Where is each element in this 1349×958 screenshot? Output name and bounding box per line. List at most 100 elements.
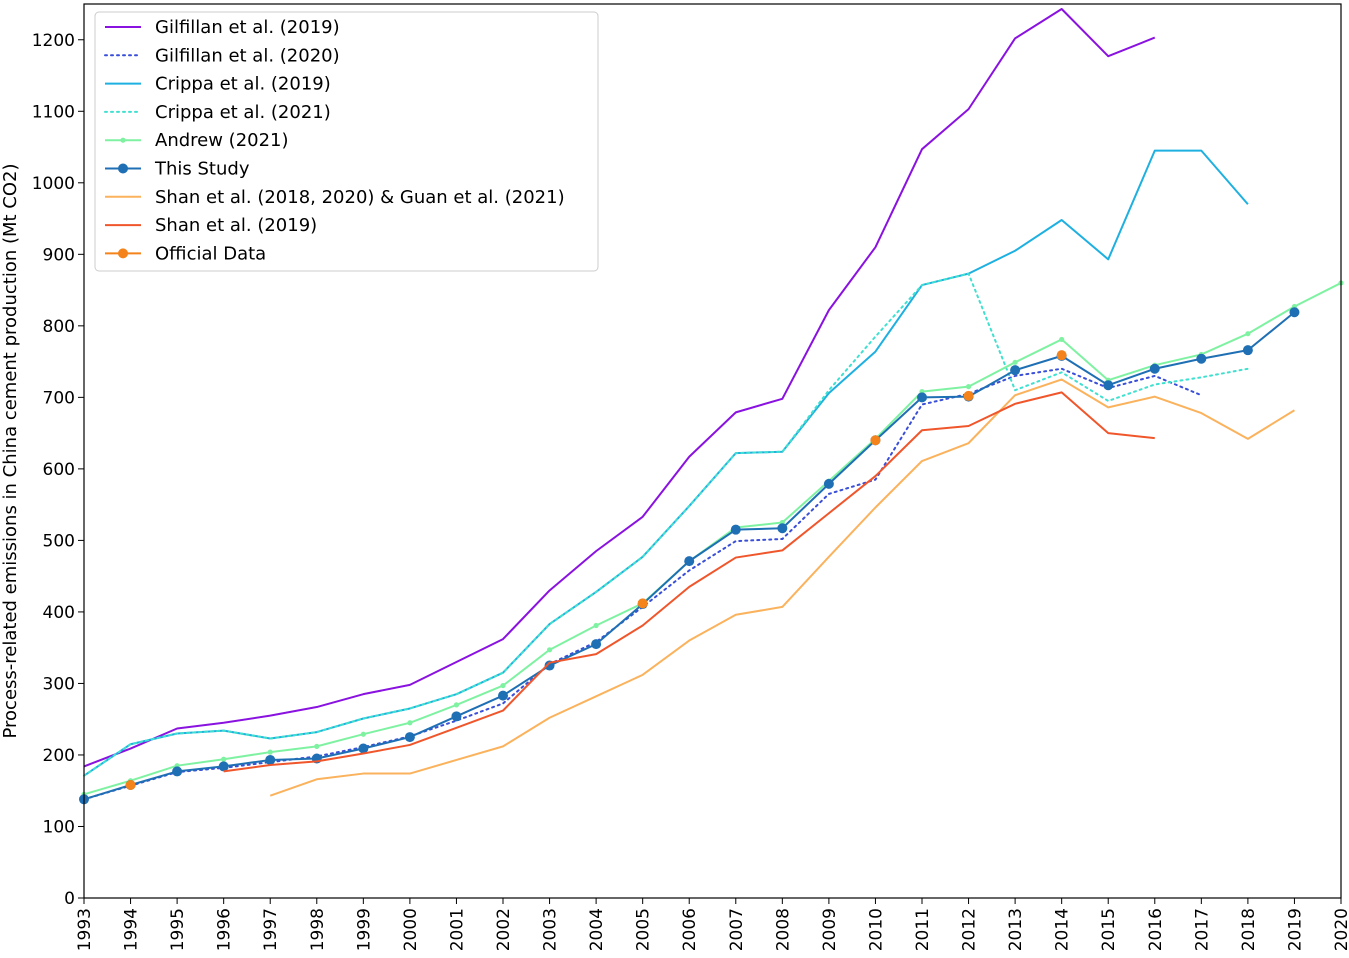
data-point — [265, 754, 276, 765]
x-tick-label: 1997 — [261, 908, 281, 951]
data-point — [172, 766, 183, 777]
legend-label: Shan et al. (2018, 2020) & Guan et al. (… — [155, 187, 565, 208]
data-point — [500, 682, 506, 689]
x-tick-label: 1993 — [75, 908, 95, 951]
x-tick-label: 2012 — [960, 908, 980, 951]
axes: 1993 1994 1995 1996 1997 1998 1999 2000 2001 2002… — [32, 3, 1349, 951]
data-point — [1103, 380, 1114, 391]
legend-marker — [118, 248, 128, 259]
legend-entry: Shan et al. (2018, 2020) & Guan et al. (… — [105, 187, 565, 208]
data-point — [684, 556, 695, 567]
x-tick-label: 2000 — [401, 908, 421, 951]
y-tick-label: 200 — [43, 746, 75, 766]
legend-label: Shan et al. (2019) — [155, 215, 317, 236]
y-tick-label: 1100 — [32, 102, 75, 122]
data-point — [730, 524, 741, 535]
x-tick-label: 2018 — [1239, 908, 1259, 951]
x-tick-label: 2013 — [1006, 908, 1026, 951]
y-tick-label: 500 — [43, 531, 75, 551]
data-point — [218, 761, 229, 772]
legend-marker — [118, 163, 128, 174]
x-tick-label: 2007 — [727, 908, 747, 951]
data-point — [221, 756, 227, 762]
series-official-data — [125, 350, 1067, 790]
data-point — [870, 435, 881, 446]
legend-label: Andrew (2021) — [155, 130, 289, 151]
y-axis-label: Process-related emissions in China cemen… — [0, 163, 21, 738]
data-point — [267, 749, 273, 755]
data-point — [453, 702, 460, 708]
legend-entry: Shan et al. (2019) — [105, 215, 317, 236]
x-tick-label: 2016 — [1146, 908, 1166, 951]
data-point — [125, 779, 136, 790]
legend-entry: Andrew (2021) — [105, 130, 289, 151]
x-tick-label: 2008 — [773, 908, 793, 951]
y-tick-label: 1000 — [32, 174, 75, 194]
data-point — [917, 392, 927, 403]
y-tick-label: 700 — [43, 388, 75, 408]
legend-entry: Crippa et al. (2019) — [105, 74, 331, 95]
series-shan-et-al-2019 — [223, 391, 1155, 773]
y-tick-label: 900 — [43, 245, 75, 265]
x-tick-label: 1996 — [215, 908, 235, 951]
x-tick-label: 2011 — [913, 908, 933, 951]
plot-frame — [83, 3, 1342, 899]
y-tick-label: 600 — [43, 460, 75, 480]
x-tick-label: 1998 — [308, 908, 328, 951]
series-line — [269, 378, 1295, 797]
x-tick-label: 2020 — [1332, 908, 1349, 951]
data-point — [1289, 307, 1300, 318]
data-point — [407, 720, 413, 726]
x-tick-label: 2019 — [1285, 908, 1305, 951]
data-point — [1059, 336, 1065, 343]
x-tick-label: 2004 — [587, 908, 607, 951]
series-line — [83, 272, 1249, 777]
legend-label: Gilfillan et al. (2020) — [155, 45, 340, 66]
series-line — [223, 391, 1155, 773]
series-andrew-2021 — [81, 280, 1344, 797]
series-gilfillan-et-al-2019 — [83, 8, 1156, 768]
data-point — [360, 731, 366, 737]
x-tick-label: 2010 — [866, 908, 886, 951]
data-point — [777, 523, 788, 534]
series-layer — [79, 8, 1344, 805]
x-tick-label: 1999 — [354, 908, 374, 951]
y-tick-label: 800 — [43, 317, 75, 337]
x-tick-label: 2015 — [1099, 908, 1119, 951]
y-tick-label: 0 — [64, 889, 75, 909]
legend-label: Official Data — [155, 243, 266, 264]
data-point — [358, 743, 369, 754]
x-tick-label: 2005 — [634, 908, 654, 951]
data-point — [1245, 331, 1251, 337]
y-tick-label: 400 — [43, 603, 75, 623]
y-tick-label: 300 — [43, 674, 75, 694]
data-point — [404, 732, 415, 743]
legend-entry: Official Data — [105, 243, 266, 264]
data-point — [637, 598, 648, 609]
x-tick-label: 1994 — [122, 908, 142, 951]
series-crippa-et-al-2021 — [83, 272, 1249, 777]
legend-label: Crippa et al. (2019) — [155, 74, 331, 95]
y-tick-label: 100 — [43, 817, 75, 837]
legend-entry: This Study — [105, 159, 250, 180]
data-point — [1010, 365, 1021, 376]
x-tick-label: 2006 — [680, 908, 700, 951]
legend-entry: Crippa et al. (2021) — [104, 102, 331, 123]
series-this-study — [79, 307, 1300, 805]
series-line — [83, 8, 1156, 768]
data-point — [314, 743, 320, 749]
series-shan-et-al-2018-2020-guan-et-al-2021 — [269, 378, 1295, 797]
x-tick-label: 2009 — [820, 908, 840, 951]
data-point — [1056, 350, 1067, 361]
data-point — [1149, 363, 1160, 374]
data-point — [1242, 345, 1253, 356]
legend-entry: Gilfillan et al. (2019) — [105, 17, 340, 38]
data-point — [1196, 353, 1207, 364]
legend: Gilfillan et al. (2019) Gilfillan et al. … — [94, 11, 599, 272]
data-point — [823, 478, 834, 489]
x-tick-label: 1995 — [168, 908, 188, 951]
legend-marker — [120, 137, 126, 143]
data-point — [1012, 359, 1018, 365]
x-tick-label: 2014 — [1053, 908, 1073, 951]
